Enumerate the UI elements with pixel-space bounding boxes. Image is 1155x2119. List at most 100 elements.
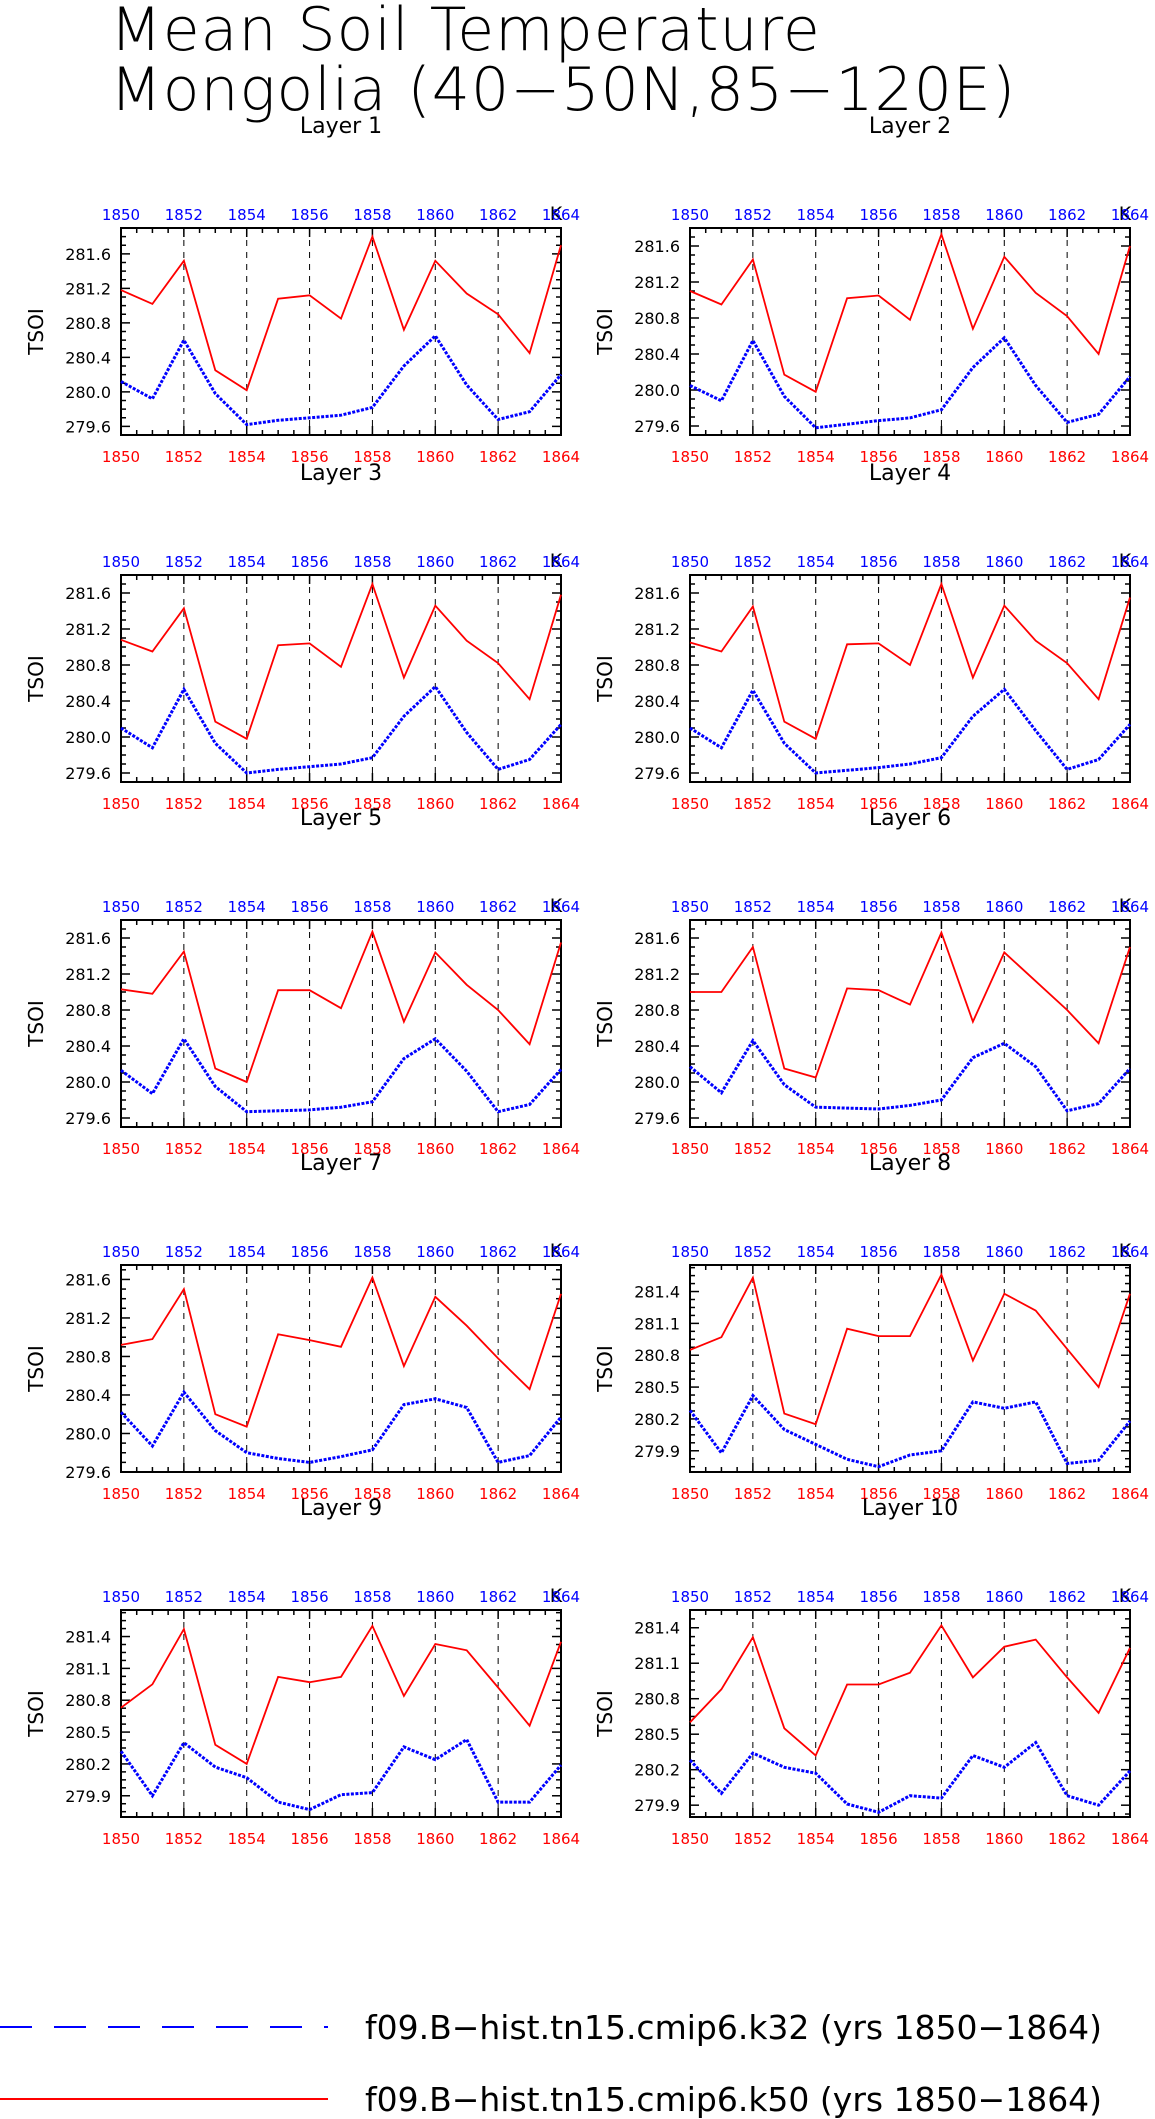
x-tick-label-top: 1856 — [859, 1588, 897, 1606]
x-tick-label-bottom: 1862 — [1048, 448, 1086, 466]
x-tick-label-top: 1850 — [102, 1588, 140, 1606]
y-tick-label: 279.6 — [634, 417, 680, 436]
x-tick-label-bottom: 1852 — [165, 448, 203, 466]
x-tick-label-bottom: 1858 — [922, 1830, 960, 1848]
y-tick-label: 280.8 — [65, 1691, 111, 1710]
x-tick-label-bottom: 1852 — [734, 1830, 772, 1848]
units-label: K — [1119, 203, 1132, 225]
x-tick-label-bottom: 1856 — [290, 1140, 328, 1158]
y-axis-label: TSOI — [24, 1690, 48, 1738]
plot-frame — [689, 227, 1131, 436]
x-tick-label-top: 1854 — [228, 206, 266, 224]
x-tick-label-bottom: 1860 — [985, 1140, 1023, 1158]
y-tick-label: 279.6 — [65, 1463, 111, 1482]
panel-layer-4: Layer 4 K TSOI 1850 1850 1852 1852 1854 1854 1856… — [593, 461, 1149, 813]
x-tick-label-top: 1854 — [228, 1588, 266, 1606]
x-tick-label-bottom: 1862 — [1048, 1485, 1086, 1503]
x-tick-label-bottom: 1856 — [859, 1830, 897, 1848]
y-tick-label: 281.2 — [634, 273, 680, 292]
units-label: K — [550, 203, 563, 225]
y-tick-label: 280.0 — [634, 728, 680, 747]
x-tick-label-bottom: 1862 — [479, 795, 517, 813]
x-tick-label-top: 1862 — [1048, 206, 1086, 224]
plot-frame — [689, 919, 1131, 1128]
series-line-k50 — [690, 930, 1131, 1079]
x-tick-label-top: 1852 — [734, 553, 772, 571]
x-tick-label-bottom: 1850 — [671, 795, 709, 813]
x-tick-label-bottom: 1856 — [290, 1830, 328, 1848]
y-tick-label: 280.4 — [634, 1037, 680, 1056]
x-tick-label-top: 1850 — [671, 1243, 709, 1261]
x-tick-label-top: 1864 — [1111, 898, 1149, 916]
x-tick-label-top: 1864 — [542, 1243, 580, 1261]
x-tick-label-bottom: 1864 — [542, 795, 580, 813]
panel-title: Layer 9 — [300, 1496, 382, 1521]
y-tick-label: 281.6 — [65, 1270, 111, 1289]
series-line-k50 — [120, 1275, 562, 1428]
y-tick-label: 279.9 — [634, 1442, 680, 1461]
y-axis-label: TSOI — [593, 308, 617, 356]
panel-layer-10: Layer 10 K TSOI 1850 1850 1852 1852 1854 1854 185… — [593, 1496, 1149, 1848]
y-tick-label: 281.6 — [65, 245, 111, 264]
x-tick-label-bottom: 1856 — [290, 795, 328, 813]
x-tick-label-bottom: 1858 — [922, 795, 960, 813]
x-tick-label-top: 1860 — [416, 898, 454, 916]
x-tick-label-top: 1860 — [985, 553, 1023, 571]
units-label: K — [1119, 1585, 1132, 1607]
x-tick-label-top: 1858 — [353, 206, 391, 224]
y-tick-label: 280.8 — [634, 1001, 680, 1020]
x-tick-label-top: 1862 — [1048, 898, 1086, 916]
x-tick-label-bottom: 1850 — [671, 1140, 709, 1158]
x-tick-label-bottom: 1856 — [290, 1485, 328, 1503]
x-tick-label-top: 1858 — [922, 1243, 960, 1261]
x-tick-label-bottom: 1856 — [859, 795, 897, 813]
x-tick-label-bottom: 1850 — [102, 448, 140, 466]
y-tick-label: 280.5 — [65, 1723, 111, 1742]
y-tick-label: 281.6 — [634, 584, 680, 603]
x-tick-label-top: 1862 — [479, 206, 517, 224]
units-label: K — [1119, 550, 1132, 572]
y-tick-label: 281.4 — [634, 1619, 680, 1638]
y-tick-label: 280.8 — [634, 1690, 680, 1709]
y-tick-label: 281.6 — [65, 584, 111, 603]
legend: f09.B−hist.tn15.cmip6.k32 (yrs 1850−1864… — [0, 2008, 1102, 2119]
y-tick-label: 280.2 — [634, 1410, 680, 1429]
panel-layer-7: Layer 7 K TSOI 1850 1850 1852 1852 1854 1854 1856… — [24, 1151, 580, 1503]
x-tick-label-bottom: 1862 — [1048, 1830, 1086, 1848]
x-tick-label-bottom: 1852 — [734, 1485, 772, 1503]
x-tick-label-bottom: 1856 — [290, 448, 328, 466]
x-tick-label-bottom: 1860 — [416, 448, 454, 466]
series-line-k50 — [120, 233, 562, 392]
y-tick-label: 280.4 — [65, 348, 111, 367]
x-tick-label-bottom: 1852 — [165, 1485, 203, 1503]
units-label: K — [550, 895, 563, 917]
x-tick-label-top: 1858 — [353, 553, 391, 571]
y-tick-label: 280.0 — [65, 1424, 111, 1443]
x-tick-label-top: 1864 — [542, 1588, 580, 1606]
y-tick-label: 281.2 — [65, 965, 111, 984]
y-tick-label: 279.9 — [65, 1787, 111, 1806]
x-tick-label-bottom: 1860 — [416, 1830, 454, 1848]
x-tick-label-bottom: 1858 — [922, 1140, 960, 1158]
x-tick-label-bottom: 1862 — [479, 1830, 517, 1848]
y-tick-label: 280.5 — [634, 1378, 680, 1397]
x-tick-label-top: 1860 — [416, 553, 454, 571]
x-tick-label-bottom: 1850 — [102, 1830, 140, 1848]
x-tick-label-top: 1860 — [416, 1588, 454, 1606]
y-tick-label: 280.8 — [65, 1347, 111, 1366]
x-tick-label-bottom: 1858 — [353, 1140, 391, 1158]
x-tick-label-top: 1858 — [353, 898, 391, 916]
panel-title: Layer 5 — [300, 806, 382, 831]
x-tick-label-bottom: 1852 — [165, 795, 203, 813]
y-tick-label: 281.1 — [65, 1659, 111, 1678]
units-label: K — [1119, 895, 1132, 917]
x-tick-label-bottom: 1854 — [228, 448, 266, 466]
x-tick-label-bottom: 1862 — [479, 1140, 517, 1158]
y-tick-label: 281.2 — [65, 279, 111, 298]
x-tick-label-top: 1854 — [228, 553, 266, 571]
x-tick-label-bottom: 1856 — [859, 1485, 897, 1503]
x-tick-label-top: 1852 — [165, 553, 203, 571]
x-tick-label-top: 1854 — [797, 1588, 835, 1606]
series-line-k50 — [120, 929, 562, 1084]
y-tick-label: 281.6 — [634, 929, 680, 948]
